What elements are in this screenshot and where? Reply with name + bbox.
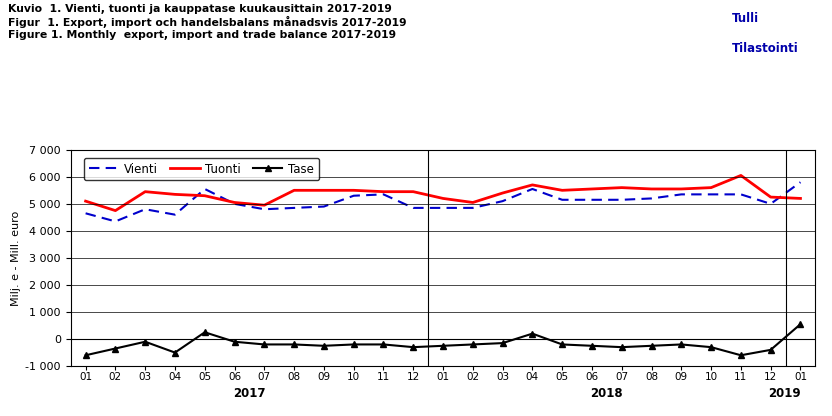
Tase xyxy=(527,331,537,336)
Vienti xyxy=(111,219,121,224)
Y-axis label: Milj. e - Mill. euro: Milj. e - Mill. euro xyxy=(12,210,22,305)
Tuonti xyxy=(795,196,805,201)
Tuonti xyxy=(765,195,775,200)
Tuonti xyxy=(735,173,745,178)
Vienti xyxy=(81,211,91,216)
Tuonti xyxy=(230,200,240,205)
Legend: Vienti, Tuonti, Tase: Vienti, Tuonti, Tase xyxy=(84,158,319,180)
Vienti xyxy=(617,197,626,202)
Tuonti xyxy=(646,186,656,191)
Tase xyxy=(409,344,418,349)
Tuonti xyxy=(468,200,478,205)
Tase xyxy=(290,342,300,347)
Tase xyxy=(379,342,389,347)
Tase xyxy=(349,342,359,347)
Vienti xyxy=(349,193,359,198)
Tase xyxy=(81,353,91,358)
Vienti xyxy=(795,180,805,185)
Vienti xyxy=(587,197,597,202)
Text: Tulli: Tulli xyxy=(732,12,760,25)
Tase xyxy=(706,344,716,349)
Tase xyxy=(140,339,151,344)
Vienti xyxy=(676,192,686,197)
Vienti xyxy=(438,206,448,210)
Tuonti xyxy=(409,189,418,194)
Tuonti xyxy=(557,188,567,193)
Vienti xyxy=(557,197,567,202)
Tase xyxy=(617,344,626,349)
Tase xyxy=(170,350,180,355)
Tuonti xyxy=(319,188,329,193)
Tuonti xyxy=(587,186,597,191)
Tuonti xyxy=(200,193,210,198)
Tuonti xyxy=(676,186,686,191)
Tuonti xyxy=(617,185,626,190)
Tuonti xyxy=(260,203,270,208)
Tase xyxy=(260,342,270,347)
Tase xyxy=(200,330,210,335)
Vienti xyxy=(290,206,300,210)
Vienti xyxy=(646,196,656,201)
Tase xyxy=(795,322,805,327)
Tase xyxy=(765,347,775,352)
Vienti xyxy=(468,206,478,210)
Vienti xyxy=(140,207,151,212)
Tuonti xyxy=(290,188,300,193)
Text: 2019: 2019 xyxy=(768,386,800,400)
Text: Kuvio  1. Vienti, tuonti ja kauppatase kuukausittain 2017-2019
Figur  1. Export,: Kuvio 1. Vienti, tuonti ja kauppatase ku… xyxy=(8,4,407,40)
Tuonti xyxy=(349,188,359,193)
Vienti xyxy=(170,212,180,217)
Tuonti xyxy=(140,189,151,194)
Vienti xyxy=(706,192,716,197)
Vienti xyxy=(200,186,210,191)
Tuonti xyxy=(706,185,716,190)
Line: Tase: Tase xyxy=(83,322,803,358)
Tuonti xyxy=(438,196,448,201)
Tase xyxy=(587,343,597,348)
Tuonti xyxy=(81,198,91,203)
Vienti xyxy=(260,207,270,212)
Text: 2018: 2018 xyxy=(591,386,623,400)
Text: Tilastointi: Tilastointi xyxy=(732,42,799,54)
Vienti xyxy=(765,201,775,206)
Tase xyxy=(319,343,329,348)
Text: 2017: 2017 xyxy=(233,386,265,400)
Line: Vienti: Vienti xyxy=(86,182,800,221)
Tase xyxy=(646,343,656,348)
Tase xyxy=(557,342,567,347)
Tase xyxy=(676,342,686,347)
Tase xyxy=(735,353,745,358)
Tuonti xyxy=(498,191,508,196)
Line: Tuonti: Tuonti xyxy=(86,176,800,210)
Vienti xyxy=(230,201,240,206)
Vienti xyxy=(319,204,329,209)
Tase xyxy=(468,342,478,347)
Vienti xyxy=(527,186,537,191)
Tuonti xyxy=(527,182,537,187)
Tase xyxy=(230,339,240,344)
Vienti xyxy=(735,192,745,197)
Tuonti xyxy=(111,208,121,213)
Vienti xyxy=(498,198,508,203)
Vienti xyxy=(379,192,389,197)
Tase xyxy=(498,341,508,346)
Tuonti xyxy=(379,189,389,194)
Tase xyxy=(111,346,121,351)
Tase xyxy=(438,343,448,348)
Vienti xyxy=(409,206,418,210)
Tuonti xyxy=(170,192,180,197)
